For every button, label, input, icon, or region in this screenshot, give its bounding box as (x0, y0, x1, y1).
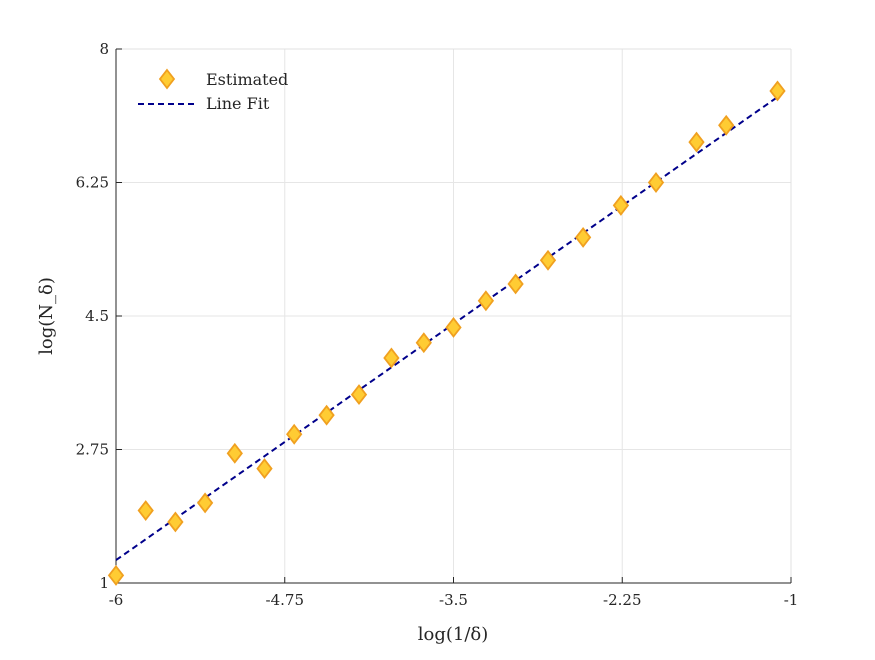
x-tick-label: -3.5 (439, 591, 468, 609)
x-tick-label: -4.75 (266, 591, 304, 609)
y-tick-label: 6.25 (76, 174, 109, 192)
data-point (350, 384, 368, 406)
data-point (196, 492, 214, 514)
axes (115, 48, 792, 584)
y-tick-label: 1 (99, 574, 109, 592)
data-point (137, 500, 154, 521)
data-point (769, 80, 786, 102)
data-point (167, 511, 184, 533)
y-axis-title: log(N_δ) (36, 277, 57, 355)
legend-marker-estimated (158, 68, 176, 90)
data-point (256, 458, 273, 480)
y-tick-label: 2.75 (76, 441, 109, 459)
data-point (477, 290, 495, 312)
tick-labels: -6 -4.75 -3.5 -2.25 -1 1 2.75 4.5 6.25 8 (76, 40, 799, 609)
x-tick-label: -2.25 (603, 591, 641, 609)
series (107, 80, 786, 586)
data-point (286, 423, 303, 445)
x-tick-label: -6 (109, 591, 124, 609)
data-point (107, 564, 125, 586)
legend-label-line-fit: Line Fit (206, 94, 270, 113)
data-point (647, 172, 665, 193)
data-point (445, 316, 462, 338)
data-point (507, 273, 524, 295)
data-point (688, 131, 705, 153)
data-point (539, 249, 557, 271)
y-tick-label: 8 (99, 40, 109, 58)
x-tick-label: -1 (784, 591, 799, 609)
data-point (415, 332, 432, 354)
data-point (226, 442, 243, 464)
data-point (383, 347, 400, 369)
data-point (318, 404, 335, 426)
x-axis-title: log(1/δ) (418, 624, 489, 645)
data-point (574, 226, 592, 248)
y-tick-label: 4.5 (85, 307, 109, 325)
data-point (612, 194, 630, 216)
legend-label-estimated: Estimated (206, 70, 288, 89)
data-point (718, 114, 735, 136)
legend: Estimated Line Fit (138, 68, 288, 113)
